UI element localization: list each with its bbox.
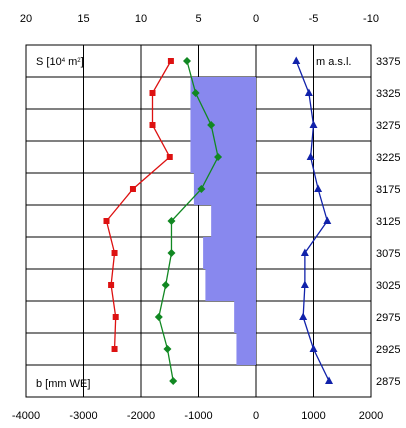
bottom-tick-label: -1000 — [184, 410, 212, 422]
area-bar — [205, 269, 256, 301]
right-tick-label: 3175 — [376, 184, 400, 196]
data-point — [103, 218, 110, 224]
data-point — [299, 312, 308, 320]
bottom-axis-ticks: -4000 -3000 -2000 -1000 0 1000 2000 — [12, 410, 383, 422]
series-line — [105, 60, 172, 350]
data-point — [191, 89, 200, 97]
right-tick-label: 3375 — [376, 56, 400, 68]
data-point — [149, 90, 156, 96]
bottom-tick-label: -4000 — [12, 410, 40, 422]
bottom-tick-label: -3000 — [69, 410, 97, 422]
data-point — [306, 152, 315, 160]
top-tick-label: 10 — [135, 13, 147, 25]
data-point — [154, 313, 163, 321]
right-tick-label: 3325 — [376, 88, 400, 100]
data-point — [309, 120, 318, 128]
right-tick-label: 3125 — [376, 216, 400, 228]
right-tick-label: 3275 — [376, 120, 400, 132]
right-tick-label: 3025 — [376, 280, 400, 292]
data-point — [169, 377, 178, 385]
label-part: S [10 — [36, 56, 62, 68]
data-point — [111, 346, 118, 352]
right-axis-label: m a.s.l. — [316, 56, 351, 68]
data-point — [167, 217, 176, 225]
right-tick-label: 2875 — [376, 376, 400, 388]
data-point — [197, 185, 206, 193]
area-series — [190, 77, 256, 365]
data-point — [167, 249, 176, 257]
label-superscript: 4 — [62, 58, 66, 64]
data-point — [314, 184, 323, 192]
data-point — [183, 57, 191, 65]
data-point — [300, 280, 309, 288]
right-tick-label: 2975 — [376, 312, 400, 324]
bottom-axis-label: b [mm WE] — [36, 378, 90, 390]
area-bar — [203, 237, 256, 269]
data-point — [292, 56, 301, 64]
label-superscript: 2 — [77, 58, 81, 64]
data-point — [166, 154, 173, 160]
data-point — [161, 281, 170, 289]
data-point — [214, 153, 223, 161]
area-bar — [234, 301, 256, 333]
data-point — [323, 216, 332, 224]
top-axis-label: S [104 m2] — [36, 56, 84, 68]
data-point — [129, 186, 136, 192]
top-tick-label: 0 — [253, 13, 259, 25]
area-bar — [190, 77, 256, 173]
line-series — [103, 56, 334, 385]
right-tick-label: 3075 — [376, 248, 400, 260]
bottom-tick-label: 2000 — [359, 410, 383, 422]
right-axis-ticks: 3375 3325 3275 3225 3175 3125 3075 3025 2975 2925… — [376, 56, 400, 388]
top-tick-label: 20 — [20, 13, 32, 25]
right-tick-label: 3225 — [376, 152, 400, 164]
bottom-tick-label: 0 — [253, 410, 259, 422]
data-point — [111, 250, 118, 256]
area-bar — [236, 333, 256, 365]
data-point — [163, 345, 172, 353]
area-bar — [211, 205, 256, 237]
label-part: ] — [81, 56, 84, 68]
data-point — [167, 58, 174, 64]
data-point — [325, 376, 334, 384]
label-part: m — [65, 56, 77, 68]
top-tick-label: -10 — [363, 13, 379, 25]
data-point — [300, 248, 309, 256]
top-axis-ticks: 20 15 10 5 0 -5 -10 — [20, 13, 379, 25]
data-point — [309, 344, 318, 352]
top-tick-label: 5 — [195, 13, 201, 25]
right-tick-label: 2925 — [376, 344, 400, 356]
bottom-tick-label: -2000 — [127, 410, 155, 422]
bottom-tick-label: 1000 — [301, 410, 325, 422]
data-point — [112, 314, 119, 320]
data-point — [304, 88, 313, 96]
data-point — [207, 121, 216, 129]
data-point — [108, 282, 115, 288]
top-tick-label: -5 — [309, 13, 319, 25]
top-tick-label: 15 — [77, 13, 89, 25]
data-point — [149, 122, 156, 128]
